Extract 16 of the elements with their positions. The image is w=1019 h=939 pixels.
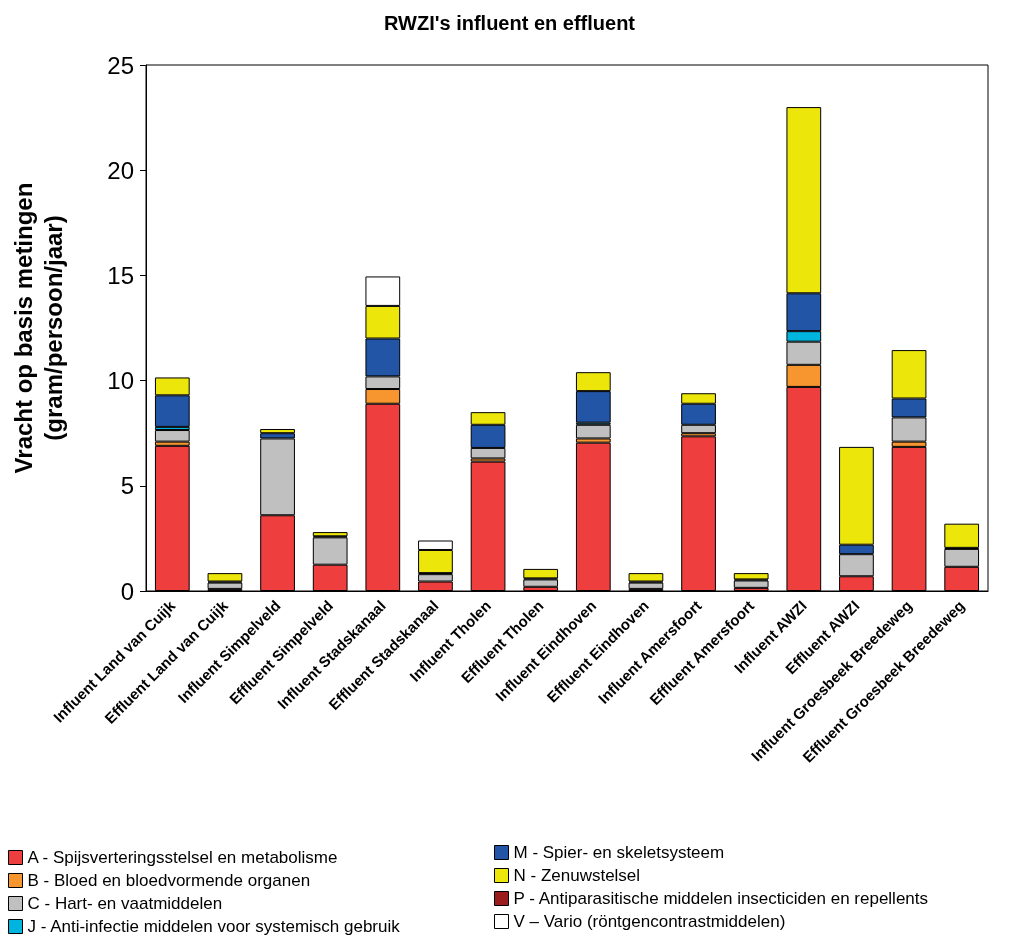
y-tick-label: 20: [107, 156, 134, 184]
legend-label: B - Bloed en bloedvormende organen: [27, 871, 311, 890]
y-tick-label: 5: [120, 472, 134, 500]
y-tick-label: 10: [107, 367, 134, 395]
legend-label: M - Spier- en skeletsysteem: [513, 843, 725, 862]
legend-label: C - Hart- en vaatmiddelen: [27, 894, 223, 913]
y-tick-label: 0: [120, 577, 134, 605]
y-tick-label: 25: [107, 51, 134, 79]
legend-label: N - Zenuwstelsel: [513, 866, 641, 885]
chart-title: RWZI's influent en effluent: [383, 12, 636, 34]
y-axis-title: Vracht op basis metingen (gram/persoon/jaar): [9, 182, 67, 474]
legend-label: V – Vario (röntgencontrastmiddelen): [513, 912, 786, 931]
y-tick-label: 15: [107, 261, 134, 289]
legend-label: A - Spijsverteringsstelsel en metabolisme: [27, 848, 338, 867]
legend-label: J - Anti-infectie middelen voor systemisch gebruik: [27, 917, 401, 936]
legend-label: P - Antiparasitische middelen insecticiden en repellents: [513, 889, 929, 908]
